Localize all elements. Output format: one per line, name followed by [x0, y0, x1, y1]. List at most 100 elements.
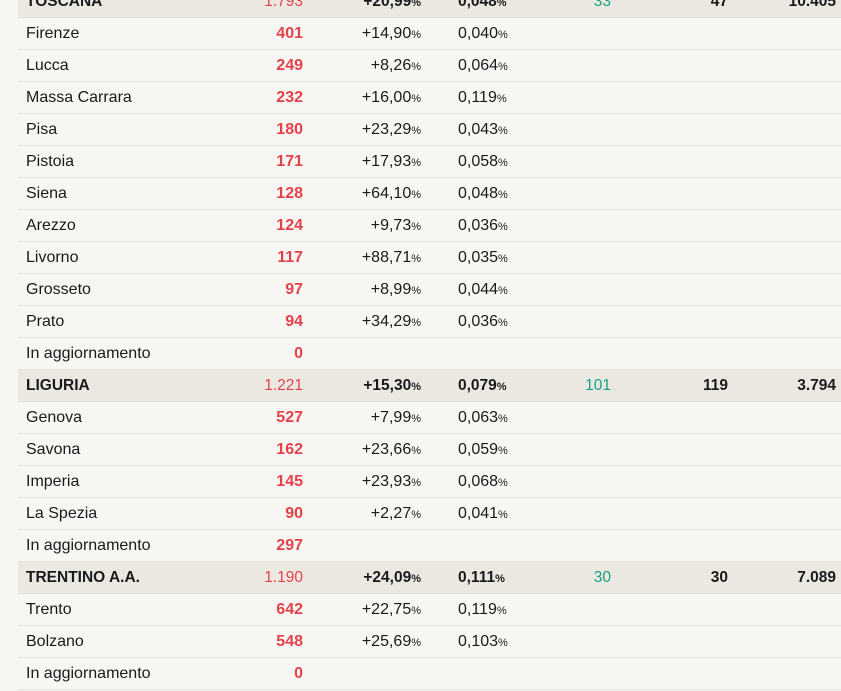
percent-change-value: +64,10	[361, 185, 412, 202]
percent-sign: %	[498, 157, 508, 169]
percent-change-value: +14,90	[361, 25, 412, 42]
area-name: Grosseto	[26, 281, 91, 298]
population-percent: 0,043%	[458, 114, 508, 147]
percent-sign: %	[411, 509, 421, 521]
new-cases: 401	[276, 25, 303, 42]
population-percent-value: 0,064	[458, 57, 499, 74]
area-name: La Spezia	[26, 505, 98, 522]
percent-sign: %	[496, 605, 507, 617]
region-value-a: 101	[585, 377, 611, 394]
percent-sign: %	[411, 317, 421, 329]
percent-change-value: +7,99	[370, 409, 412, 426]
new-cases: 94	[285, 313, 303, 330]
province-row: Imperia 145 +23,93% 0,068%	[18, 466, 841, 498]
region-value-c: 10.405	[788, 0, 836, 10]
percent-sign: %	[411, 285, 421, 297]
new-cases: 0	[294, 345, 303, 362]
population-percent-value: 0,119	[458, 601, 497, 618]
percent-change-value: +8,26	[370, 57, 412, 74]
percent-sign: %	[411, 637, 421, 649]
percent-sign: %	[411, 61, 421, 73]
area-name: In aggiornamento	[26, 665, 151, 682]
region-value-b: 30	[710, 569, 728, 586]
percent-sign: %	[411, 573, 421, 585]
pending-row: In aggiornamento 0	[18, 338, 841, 370]
new-cases: 1.793	[264, 0, 303, 10]
population-percent: 0,048%	[458, 0, 507, 19]
new-cases: 124	[276, 217, 303, 234]
area-name: Trento	[26, 601, 72, 618]
region-row: TOSCANA 1.793 +20,99% 0,048% 33 47 10.405	[18, 0, 841, 18]
province-row: Prato 94 +34,29% 0,036%	[18, 306, 841, 338]
percent-sign: %	[411, 605, 421, 617]
area-name: Prato	[26, 313, 65, 330]
percent-sign: %	[411, 93, 421, 105]
province-row: Genova 527 +7,99% 0,063%	[18, 402, 841, 434]
area-name: Lucca	[26, 57, 69, 74]
population-percent: 0,079%	[458, 370, 507, 403]
percent-change-value: +16,00	[361, 89, 412, 106]
percent-change-value: +9,73	[370, 217, 412, 234]
population-percent-value: 0,048	[458, 185, 499, 202]
percent-sign: %	[495, 573, 505, 585]
percent-change: +23,66%	[362, 434, 421, 467]
population-percent-value: 0,063	[458, 409, 499, 426]
population-percent-value: 0,035	[458, 249, 499, 266]
percent-change: +64,10%	[362, 178, 421, 211]
percent-change: +23,29%	[362, 114, 421, 147]
population-percent: 0,111%	[458, 562, 505, 595]
percent-change-value: +23,29	[361, 121, 412, 138]
percent-change: +8,99%	[371, 274, 421, 307]
percent-sign: %	[498, 317, 508, 329]
percent-sign: %	[411, 477, 421, 489]
percent-sign: %	[498, 61, 508, 73]
population-percent: 0,063%	[458, 402, 508, 435]
population-percent-value: 0,041	[458, 505, 499, 522]
percent-change: +24,09%	[363, 562, 421, 595]
new-cases: 162	[276, 441, 303, 458]
province-row: Pisa 180 +23,29% 0,043%	[18, 114, 841, 146]
percent-sign: %	[498, 445, 508, 457]
percent-change: +9,73%	[371, 210, 421, 243]
area-name: Firenze	[26, 25, 80, 42]
population-percent-value: 0,044	[458, 281, 499, 298]
new-cases: 527	[276, 409, 303, 426]
percent-change-value: +23,66	[361, 441, 412, 458]
new-cases: 548	[276, 633, 303, 650]
pending-row: In aggiornamento 297	[18, 530, 841, 562]
percent-change: +20,99%	[363, 0, 421, 19]
percent-change: +34,29%	[362, 306, 421, 339]
new-cases: 0	[294, 665, 303, 682]
percent-change-value: +23,93	[361, 473, 412, 490]
percent-sign: %	[411, 189, 421, 201]
province-row: Bolzano 548 +25,69% 0,103%	[18, 626, 841, 658]
percent-sign: %	[498, 477, 508, 489]
province-row: Pistoia 171 +17,93% 0,058%	[18, 146, 841, 178]
new-cases: 249	[276, 57, 303, 74]
province-row: Firenze 401 +14,90% 0,040%	[18, 18, 841, 50]
percent-sign: %	[498, 285, 508, 297]
percent-change-value: +8,99	[370, 281, 412, 298]
population-percent-value: 0,048	[458, 0, 497, 10]
new-cases: 117	[277, 249, 303, 266]
percent-sign: %	[498, 509, 508, 521]
province-row: Lucca 249 +8,26% 0,064%	[18, 50, 841, 82]
population-percent-value: 0,058	[458, 153, 499, 170]
population-percent-value: 0,111	[458, 569, 496, 586]
population-percent: 0,035%	[458, 242, 508, 275]
population-percent: 0,058%	[458, 146, 508, 179]
population-percent: 0,041%	[458, 498, 508, 531]
region-row: TRENTINO A.A. 1.190 +24,09% 0,111% 30 30 7.089	[18, 562, 841, 594]
region-value-c: 3.794	[797, 377, 836, 394]
covid-cases-table: TOSCANA 1.793 +20,99% 0,048% 33 47 10.405 Firen…	[18, 0, 841, 690]
population-percent: 0,044%	[458, 274, 508, 307]
percent-sign: %	[498, 637, 508, 649]
percent-sign: %	[411, 413, 421, 425]
region-row: LIGURIA 1.221 +15,30% 0,079% 101 119 3.794	[18, 370, 841, 402]
new-cases: 642	[276, 601, 303, 618]
area-name: Pisa	[26, 121, 58, 138]
area-name: Siena	[26, 185, 67, 202]
new-cases: 180	[276, 121, 303, 138]
percent-sign: %	[411, 253, 421, 265]
percent-change: +25,69%	[362, 626, 421, 659]
